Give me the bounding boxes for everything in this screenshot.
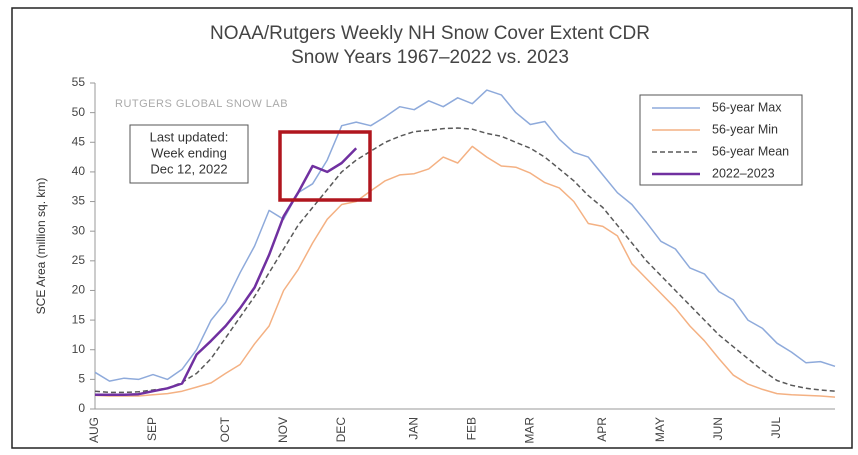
watermark: RUTGERS GLOBAL SNOW LAB xyxy=(115,98,288,110)
y-tick-label: 0 xyxy=(78,401,85,415)
series-line xyxy=(94,89,836,382)
x-tick-label: JAN xyxy=(406,417,420,440)
y-tick-label: 55 xyxy=(72,75,86,89)
x-tick-label: AUG xyxy=(87,417,101,443)
y-tick-label: 40 xyxy=(72,164,86,178)
legend-label: 56-year Mean xyxy=(712,144,789,158)
y-tick-label: 35 xyxy=(72,194,86,208)
x-tick-label: NOV xyxy=(276,417,290,443)
legend-label: 2022–2023 xyxy=(712,166,775,180)
x-tick-label: FEB xyxy=(464,417,478,440)
y-tick-label: 45 xyxy=(72,134,86,148)
note-box xyxy=(129,124,249,184)
chart-title: NOAA/Rutgers Weekly NH Snow Cover Extent… xyxy=(210,23,650,44)
series-line xyxy=(94,145,836,398)
note: Week ending xyxy=(151,145,227,160)
series-line xyxy=(94,127,836,394)
y-axis-label: SCE Area (million sq. km) xyxy=(34,178,48,315)
note: Dec 12, 2022 xyxy=(150,161,227,176)
legend-label: 56-year Max xyxy=(712,100,782,114)
x-tick-label: MAY xyxy=(653,417,667,442)
x-tick-label: OCT xyxy=(218,416,232,442)
series-line xyxy=(95,147,358,397)
x-tick-label: JUN xyxy=(711,417,725,440)
x-tick-label: DEC xyxy=(334,417,348,443)
x-tick-label: JUL xyxy=(769,417,783,439)
y-tick-label: 5 xyxy=(78,372,85,386)
x-tick-label: MAR xyxy=(522,417,536,444)
y-tick-label: 20 xyxy=(72,283,86,297)
x-tick-label: SEP xyxy=(145,417,159,441)
highlight-box xyxy=(278,130,372,202)
y-tick-label: 15 xyxy=(72,312,86,326)
y-tick-label: 25 xyxy=(72,253,86,267)
legend-label: 56-year Min xyxy=(712,122,778,136)
x-tick-label: APR xyxy=(595,417,609,442)
y-tick-label: 30 xyxy=(72,223,86,237)
chart-subtitle: Snow Years 1967–2022 vs. 2023 xyxy=(291,47,569,68)
frame xyxy=(11,7,853,449)
y-tick-label: 50 xyxy=(72,105,86,119)
legend-box xyxy=(639,94,803,186)
note: Last updated: xyxy=(150,129,229,144)
y-tick-label: 10 xyxy=(72,342,86,356)
